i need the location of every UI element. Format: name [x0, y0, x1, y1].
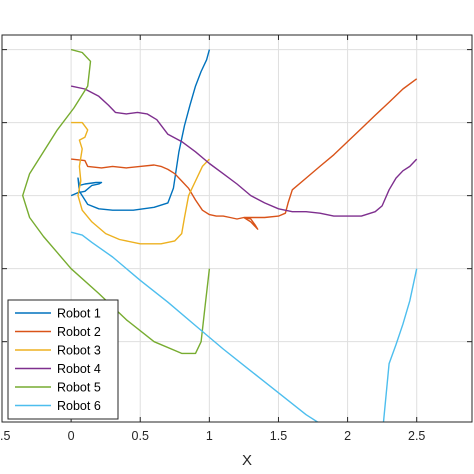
legend-label-robot-2: Robot 2 — [57, 325, 101, 339]
x-tick-label: 0.5 — [132, 429, 149, 443]
tick-labels: .5 0 0.5 1 1.5 2 2.5 — [0, 429, 425, 443]
legend-label-robot-3: Robot 3 — [57, 344, 101, 358]
legend-label-robot-6: Robot 6 — [57, 399, 101, 413]
x-tick-label: .5 — [0, 429, 10, 443]
legend: Robot 1 Robot 2 Robot 3 Robot 4 Robot 5 Robot… — [7, 299, 119, 420]
series-lines — [22, 48, 418, 422]
series-line-robot-5 — [22, 48, 211, 355]
series-line-robot-4 — [70, 85, 418, 217]
x-tick-label: 1 — [206, 429, 213, 443]
series-line-robot-1 — [70, 49, 211, 211]
axes-box — [1, 34, 473, 423]
series-line-robot-6 — [70, 231, 418, 422]
legend-label-robot-4: Robot 4 — [57, 362, 101, 376]
x-tick-label: 0 — [68, 429, 75, 443]
series-line-robot-3 — [71, 121, 210, 245]
x-tick-label: 2 — [344, 429, 351, 443]
x-tick-label: 2.5 — [408, 429, 425, 443]
x-tick-label: 1.5 — [270, 429, 287, 443]
legend-label-robot-1: Robot 1 — [57, 307, 101, 321]
legend-label-robot-5: Robot 5 — [57, 381, 101, 395]
x-axis-label: X — [242, 452, 252, 469]
legend-box — [7, 299, 119, 420]
series-line-robot-2 — [71, 78, 418, 230]
